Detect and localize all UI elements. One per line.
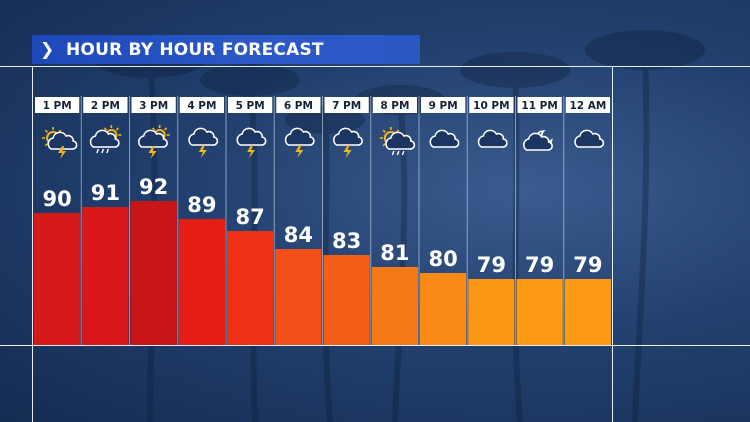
chevron-right-icon: ❯ xyxy=(40,39,55,60)
temperature-bar xyxy=(82,207,129,345)
temperature-bar xyxy=(227,231,274,345)
hour-label-box xyxy=(421,97,466,113)
hour-label-box xyxy=(276,97,321,113)
hour-label-box xyxy=(228,97,273,113)
temperature-value-label: 79 xyxy=(525,253,554,277)
hour-label-box xyxy=(565,97,610,113)
title-bar: ❯ HOUR BY HOUR FORECAST xyxy=(32,35,420,64)
cloud-icon xyxy=(429,129,460,148)
moon-cloud-icon xyxy=(523,130,553,151)
temperature-value-label: 79 xyxy=(573,253,602,277)
hour-label: 3 PM xyxy=(139,100,168,112)
hour-label: 4 PM xyxy=(187,100,216,112)
hour-label: 5 PM xyxy=(236,100,265,112)
temperature-value-label: 83 xyxy=(332,229,361,253)
temperature-bar xyxy=(420,273,467,345)
cloud-storm-icon xyxy=(188,127,219,158)
hour-label-box xyxy=(83,97,128,113)
hour-label: 8 PM xyxy=(380,100,409,112)
temperature-value-label: 79 xyxy=(477,253,506,277)
hour-label: 1 PM xyxy=(43,100,72,112)
temperature-bar xyxy=(130,201,177,345)
chart-title: HOUR BY HOUR FORECAST xyxy=(66,39,324,60)
hour-label: 2 PM xyxy=(91,100,120,112)
temperature-bar xyxy=(516,279,563,345)
temperature-bar xyxy=(323,255,370,345)
sun-cloud-rain-icon xyxy=(379,127,416,156)
hour-label: 6 PM xyxy=(284,100,313,112)
temperature-bar xyxy=(371,267,418,345)
temperature-value-label: 80 xyxy=(429,247,458,271)
cloud-storm-icon xyxy=(333,127,363,158)
temperature-bar xyxy=(178,219,225,345)
frame-line-top xyxy=(0,66,750,67)
hour-label-box xyxy=(324,97,369,113)
temperature-value-label: 87 xyxy=(236,205,265,229)
cloud-icon xyxy=(477,129,508,148)
temperature-bar xyxy=(468,279,515,345)
hour-label-box xyxy=(372,97,417,113)
cloud-rain-sun-icon xyxy=(89,125,122,154)
temperature-value-label: 90 xyxy=(43,187,72,211)
hour-label-box xyxy=(131,97,176,113)
hour-label: 11 PM xyxy=(521,100,557,112)
cloud-icon xyxy=(574,129,605,148)
temperature-value-label: 81 xyxy=(380,241,409,265)
hour-label: 9 PM xyxy=(429,100,458,112)
temperature-value-label: 89 xyxy=(187,193,216,217)
hour-label-box xyxy=(517,97,562,113)
hour-label-box xyxy=(35,97,80,113)
frame-line-baseline xyxy=(0,345,750,346)
cloud-storm-icon xyxy=(284,127,315,158)
frame-line-left xyxy=(32,66,33,422)
temperature-value-label: 92 xyxy=(139,175,168,199)
hour-label: 7 PM xyxy=(332,100,361,112)
temperature-value-label: 84 xyxy=(284,223,313,247)
temperature-bar xyxy=(275,249,322,345)
hour-label-box xyxy=(179,97,224,113)
cloud-storm-sun-icon xyxy=(138,125,170,159)
cloud-storm-icon xyxy=(236,127,267,158)
hour-label: 10 PM xyxy=(473,100,509,112)
hour-label-box xyxy=(469,97,514,113)
temperature-bar xyxy=(34,213,81,345)
frame-line-right xyxy=(612,66,613,422)
temperature-value-label: 91 xyxy=(91,181,120,205)
sun-cloud-storm-icon xyxy=(42,127,78,159)
hour-label: 12 AM xyxy=(569,100,606,112)
temperature-bar xyxy=(564,279,611,345)
